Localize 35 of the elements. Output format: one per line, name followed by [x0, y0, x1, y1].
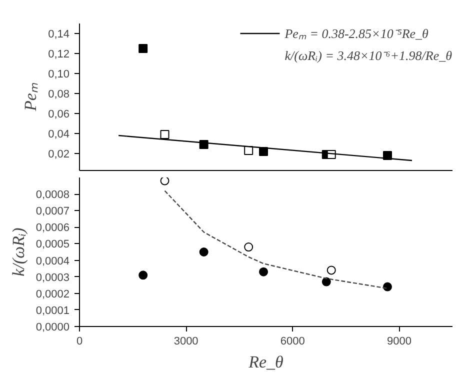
y-tick-label: 0,0002	[36, 288, 70, 300]
y-tick-label: 0,0001	[36, 304, 70, 317]
x-tick-label: 3000	[174, 336, 198, 348]
y-tick-label: 0,0000	[36, 322, 70, 334]
point	[160, 178, 170, 186]
point	[138, 270, 148, 280]
y-tick-label: 0,0003	[36, 272, 70, 284]
y-tick-label: 0,14	[48, 28, 70, 40]
point	[199, 248, 208, 256]
y-axis-title: Peₘ	[21, 82, 40, 112]
y-tick-label: 0,0008	[36, 189, 70, 202]
y-tick-label: 0,06	[48, 108, 70, 120]
y-axis-title: k/(ωRᵢ)	[8, 227, 28, 276]
point	[259, 267, 268, 276]
legend-label: Peₘ = 0.38-2.85×10⁻⁵Re_θ	[284, 25, 428, 42]
text: k/(ωRᵢ) = 3.48×10⁻⁶+1.98/Re_θ	[284, 47, 452, 64]
y-tick-label: 0,08	[48, 88, 70, 100]
y-tick-label: 0,02	[48, 148, 70, 160]
y-tick-label: 0,0004	[36, 255, 70, 268]
x-axis-title: Re_θ	[248, 352, 284, 372]
y-tick-label: 0,12	[48, 48, 70, 60]
y-tick-label: 0,0006	[36, 222, 70, 234]
point	[160, 130, 170, 139]
y-tick-label: 0,0007	[36, 206, 70, 218]
y-tick-label: 0,0005	[36, 238, 70, 251]
x-tick-label: 6000	[280, 336, 305, 348]
point	[244, 242, 254, 252]
x-tick-label: 9000	[386, 336, 412, 348]
x-tick-label: 0	[76, 336, 83, 348]
y-tick-label: 0,04	[48, 128, 70, 140]
point	[326, 266, 336, 275]
point	[138, 44, 148, 53]
point	[382, 282, 392, 292]
point	[322, 277, 331, 286]
y-tick-label: 0,10	[48, 68, 70, 80]
